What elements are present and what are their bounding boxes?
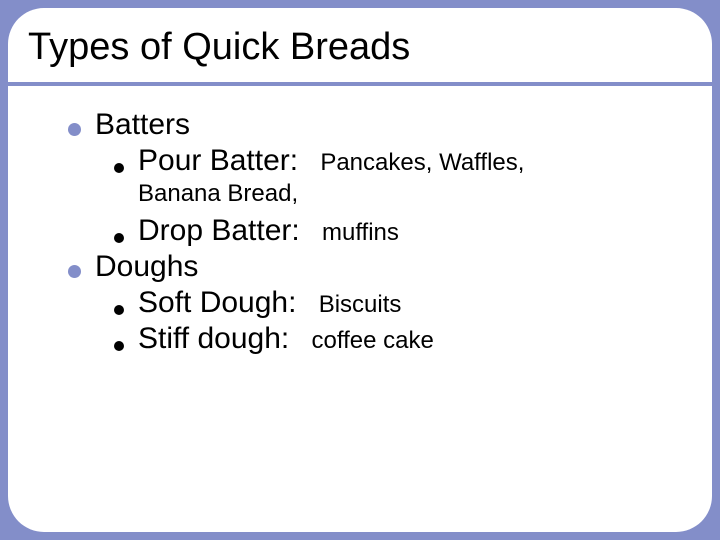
slide-card: Types of Quick Breads Batters Pour Batte…: [8, 8, 712, 532]
bullet-small-icon: [114, 305, 124, 315]
item-drop-batter: Drop Batter: muffins: [114, 214, 672, 248]
item-name: Stiff dough:: [138, 322, 289, 355]
item-name: Pour Batter:: [138, 144, 298, 177]
section-label: Doughs: [95, 250, 198, 284]
slide-title: Types of Quick Breads: [28, 26, 692, 69]
item-stiff-dough: Stiff dough: coffee cake: [114, 322, 672, 356]
title-divider: [8, 82, 712, 86]
item-examples: Biscuits: [319, 291, 402, 318]
bullet-large-icon: [68, 123, 81, 136]
item-name: Drop Batter:: [138, 214, 300, 247]
section-batters: Batters: [68, 108, 672, 142]
bullet-large-icon: [68, 265, 81, 278]
item-soft-dough: Soft Dough: Biscuits: [114, 286, 672, 320]
bullet-small-icon: [114, 233, 124, 243]
item-pour-batter: Pour Batter: Pancakes, Waffles,: [114, 144, 672, 178]
item-examples: Pancakes, Waffles,: [320, 149, 524, 176]
item-name: Soft Dough:: [138, 286, 296, 319]
section-doughs: Doughs: [68, 250, 672, 284]
item-examples: muffins: [322, 219, 399, 246]
item-examples: coffee cake: [311, 327, 433, 354]
bullet-small-icon: [114, 341, 124, 351]
slide-content: Batters Pour Batter: Pancakes, Waffles, …: [68, 108, 672, 358]
bullet-small-icon: [114, 163, 124, 173]
section-label: Batters: [95, 108, 190, 142]
item-continuation: Banana Bread,: [138, 180, 672, 208]
title-area: Types of Quick Breads: [8, 8, 712, 73]
